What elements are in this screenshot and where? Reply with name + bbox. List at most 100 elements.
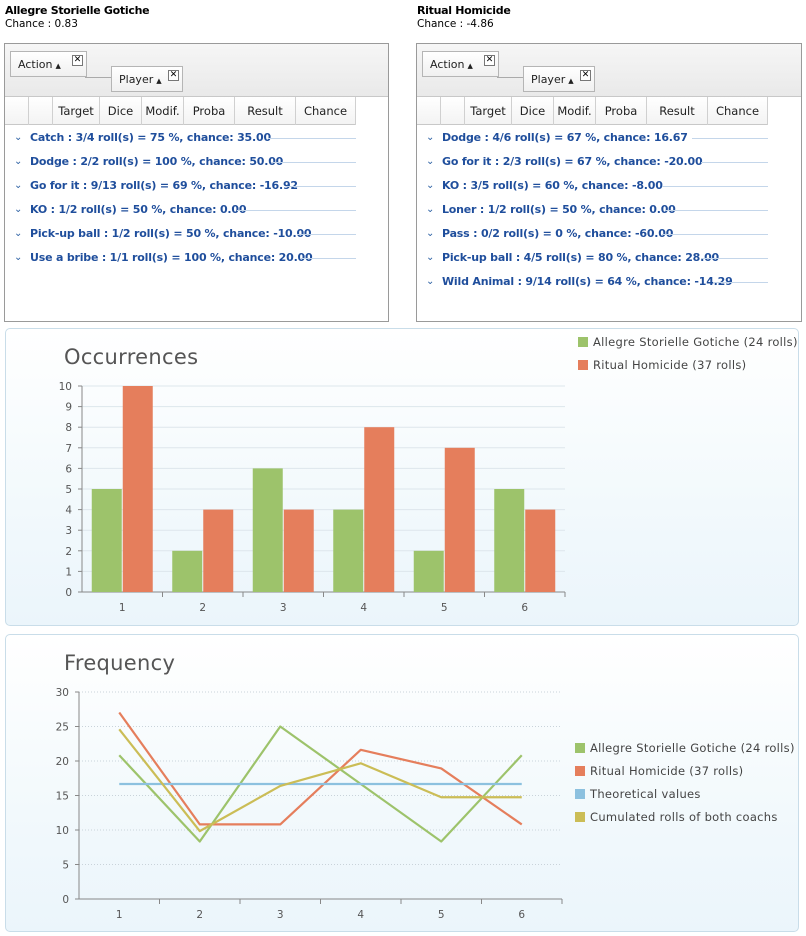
bar — [91, 489, 122, 592]
row-divider — [237, 210, 356, 211]
row-divider — [701, 162, 768, 163]
legend-swatch — [575, 812, 585, 822]
sort-up-icon[interactable]: ▲ — [467, 62, 473, 70]
column-proba[interactable]: Proba — [596, 97, 647, 125]
y-tick-label: 2 — [65, 546, 72, 558]
team-header-right: Ritual Homicide Chance : -4.86 — [417, 4, 511, 30]
legend-item: Allegre Storielle Gotiche (24 rolls) — [578, 335, 798, 358]
chevron-down-icon[interactable]: ⌄ — [14, 156, 23, 167]
group-row[interactable]: ⌄ Dodge : 4/6 roll(s) = 67 %, chance: 16.… — [417, 128, 801, 152]
chevron-down-icon[interactable]: ⌄ — [426, 228, 435, 239]
group-connector — [497, 77, 524, 78]
bar — [413, 550, 444, 592]
team-name: Allegre Storielle Gotiche — [5, 4, 150, 17]
sort-up-icon[interactable]: ▲ — [55, 62, 61, 70]
chevron-down-icon[interactable]: ⌄ — [14, 252, 23, 263]
chart-title: Occurrences — [64, 345, 199, 369]
team-chance: Chance : -4.86 — [417, 18, 494, 30]
column-chance[interactable]: Chance — [708, 97, 768, 125]
y-tick-label: 3 — [65, 525, 72, 537]
rolls-grid-right: Action ▲ ✕ Player ▲ ✕ Target Dice Modif. P… — [416, 43, 802, 322]
chevron-down-icon[interactable]: ⌄ — [14, 228, 23, 239]
row-divider — [301, 258, 356, 259]
column-modif[interactable]: Modif. — [554, 97, 596, 125]
close-icon[interactable]: ✕ — [484, 55, 495, 66]
occurrences-chart-panel: Occurrences Allegre Storielle Gotiche (2… — [5, 328, 799, 626]
legend-swatch — [578, 360, 588, 370]
group-chip-player[interactable]: Player ▲ ✕ — [111, 66, 183, 92]
row-divider — [662, 186, 768, 187]
bar — [333, 509, 364, 592]
sort-up-icon[interactable]: ▲ — [156, 77, 162, 85]
group-chip-label: Action — [18, 58, 53, 71]
x-tick-label: 5 — [441, 602, 448, 614]
close-icon[interactable]: ✕ — [72, 55, 83, 66]
occurrences-plot: 0 1 2 3 4 5 6 7 8 9 10 1 2 3 4 5 6 — [59, 381, 566, 614]
column-dice[interactable]: Dice — [512, 97, 554, 125]
bar — [203, 509, 234, 592]
group-row[interactable]: ⌄ Go for it : 2/3 roll(s) = 67 %, chance:… — [417, 152, 801, 176]
legend-item: Ritual Homicide (37 rolls) — [578, 358, 798, 381]
chevron-down-icon[interactable]: ⌄ — [426, 180, 435, 191]
group-row[interactable]: ⌄ KO : 1/2 roll(s) = 50 %, chance: 0.00 — [5, 200, 388, 224]
y-tick-label: 1 — [65, 566, 72, 578]
y-tick-label: 9 — [65, 402, 72, 414]
group-by-area: Action ▲ ✕ Player ▲ ✕ — [5, 44, 388, 97]
chart-title: Frequency — [64, 651, 176, 675]
row-divider — [297, 234, 356, 235]
row-divider — [692, 138, 768, 139]
chevron-down-icon[interactable]: ⌄ — [14, 132, 23, 143]
chevron-down-icon[interactable]: ⌄ — [14, 204, 23, 215]
x-tick-label: 6 — [518, 909, 525, 921]
legend-swatch — [575, 789, 585, 799]
column-header-row: Target Dice Modif. Proba Result Chance — [417, 97, 768, 125]
column-modif[interactable]: Modif. — [142, 97, 184, 125]
group-chip-player[interactable]: Player ▲ ✕ — [523, 66, 595, 92]
chevron-down-icon[interactable]: ⌄ — [426, 276, 435, 287]
group-row[interactable]: ⌄ Wild Animal : 9/14 roll(s) = 64 %, chan… — [417, 272, 801, 296]
series-line-cumulated — [118, 728, 522, 833]
group-row-label: Go for it : 9/13 roll(s) = 69 %, chance:… — [30, 179, 298, 192]
x-tick-label: 2 — [199, 602, 206, 614]
chevron-down-icon[interactable]: ⌄ — [426, 156, 435, 167]
group-row[interactable]: ⌄ Pass : 0/2 roll(s) = 0 %, chance: -60.0… — [417, 224, 801, 248]
group-chip-action[interactable]: Action ▲ ✕ — [10, 51, 87, 77]
column-chance[interactable]: Chance — [296, 97, 356, 125]
column-dice[interactable]: Dice — [100, 97, 142, 125]
chevron-down-icon[interactable]: ⌄ — [426, 132, 435, 143]
y-tick-label: 20 — [56, 756, 69, 768]
x-tick-label: 4 — [360, 602, 367, 614]
bar — [525, 509, 556, 592]
group-row-label: KO : 1/2 roll(s) = 50 %, chance: 0.00 — [30, 203, 247, 216]
legend-swatch — [578, 337, 588, 347]
column-result[interactable]: Result — [235, 97, 296, 125]
chevron-down-icon[interactable]: ⌄ — [426, 204, 435, 215]
group-row[interactable]: ⌄ Pick-up ball : 4/5 roll(s) = 80 %, chan… — [417, 248, 801, 272]
group-row[interactable]: ⌄ Catch : 3/4 roll(s) = 75 %, chance: 35.… — [5, 128, 388, 152]
y-tick-label: 15 — [56, 791, 69, 803]
group-chip-action[interactable]: Action ▲ ✕ — [422, 51, 499, 77]
y-tick-label: 10 — [59, 381, 72, 393]
x-tick-label: 1 — [116, 909, 123, 921]
group-row[interactable]: ⌄ Loner : 1/2 roll(s) = 50 %, chance: 0.0… — [417, 200, 801, 224]
chevron-down-icon[interactable]: ⌄ — [426, 252, 435, 263]
group-row[interactable]: ⌄ Dodge : 2/2 roll(s) = 100 %, chance: 50… — [5, 152, 388, 176]
group-row[interactable]: ⌄ Pick-up ball : 1/2 roll(s) = 50 %, chan… — [5, 224, 388, 248]
group-row[interactable]: ⌄ Go for it : 9/13 roll(s) = 69 %, chance… — [5, 176, 388, 200]
y-tick-label: 6 — [65, 463, 72, 475]
group-row[interactable]: ⌄ KO : 3/5 roll(s) = 60 %, chance: -8.00 — [417, 176, 801, 200]
column-target[interactable]: Target — [465, 97, 512, 125]
close-icon[interactable]: ✕ — [580, 70, 591, 81]
y-tick-label: 4 — [65, 505, 72, 517]
chevron-down-icon[interactable]: ⌄ — [14, 180, 23, 191]
column-target[interactable]: Target — [53, 97, 100, 125]
column-result[interactable]: Result — [647, 97, 708, 125]
x-tick-label: 6 — [521, 602, 528, 614]
indent-column — [417, 97, 441, 125]
column-proba[interactable]: Proba — [184, 97, 235, 125]
rolls-grid-left: Action ▲ ✕ Player ▲ ✕ Target Dice Modif. P… — [4, 43, 389, 322]
close-icon[interactable]: ✕ — [168, 70, 179, 81]
y-tick-label: 25 — [56, 722, 69, 734]
sort-up-icon[interactable]: ▲ — [568, 77, 574, 85]
group-row[interactable]: ⌄ Use a bribe : 1/1 roll(s) = 100 %, chan… — [5, 248, 388, 272]
